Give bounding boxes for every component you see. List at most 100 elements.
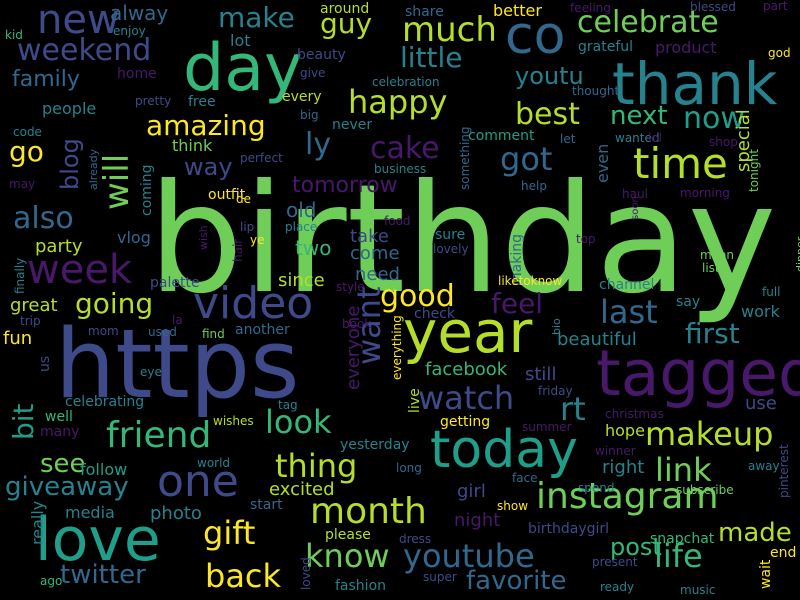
word-now: now xyxy=(683,101,745,136)
word-ly: ly xyxy=(305,127,332,162)
word-need: need xyxy=(355,264,400,285)
word-well: well xyxy=(45,409,73,425)
word-even: even xyxy=(593,143,612,183)
word-subscribe: subscribe xyxy=(676,483,734,497)
word-video: video xyxy=(193,278,314,329)
word-outfit: outfit xyxy=(208,187,246,203)
word-old: old xyxy=(286,198,317,222)
word-today: today xyxy=(430,420,578,480)
word-party: party xyxy=(35,236,83,257)
word-palette: palette xyxy=(150,275,200,291)
word-cake: cake xyxy=(370,131,440,166)
word-code: code xyxy=(13,125,42,139)
word-start: start xyxy=(250,497,283,513)
word-new: new xyxy=(37,0,120,43)
word-liketoknow: liketoknow xyxy=(498,274,563,288)
word-next: next xyxy=(610,101,668,131)
word-know: know xyxy=(305,537,390,575)
word-friend: friend xyxy=(106,415,212,456)
word-night: night xyxy=(454,510,501,531)
word-snapchat: snapchat xyxy=(650,531,715,547)
word-ye: ye xyxy=(250,233,265,247)
word-feel: feel xyxy=(491,287,544,320)
word-hope: hope xyxy=(605,421,645,440)
word-week: week xyxy=(27,247,133,293)
word-hair: hair xyxy=(231,238,245,262)
word-lip: lip xyxy=(240,220,255,234)
word-music: music xyxy=(680,583,716,597)
word-sure: sure xyxy=(435,227,466,243)
word-guy: guy xyxy=(320,7,373,40)
word-co: co xyxy=(505,6,566,66)
word-still: still xyxy=(525,364,557,385)
word-celebration: celebration xyxy=(372,75,440,89)
word-pretty: pretty xyxy=(135,94,172,108)
word-pinterest: pinterest xyxy=(777,444,791,498)
word-month: month xyxy=(310,491,427,532)
word-ready: ready xyxy=(600,580,635,594)
word-make: make xyxy=(218,1,295,34)
word-morning: morning xyxy=(680,186,730,200)
word-birthday: birthday xyxy=(148,153,777,327)
word-makeup: makeup xyxy=(645,415,774,453)
word-wanted: wanted xyxy=(615,131,660,145)
word-eye: eye xyxy=(140,365,162,379)
word-coming: coming xyxy=(139,164,155,216)
word-lot: lot xyxy=(230,31,251,50)
word-check: check xyxy=(414,306,455,322)
word-shop: shop xyxy=(709,135,738,149)
word-photo: photo xyxy=(150,503,202,524)
word-take: take xyxy=(350,226,389,247)
word-time: time xyxy=(633,139,728,188)
word-last: last xyxy=(600,293,658,331)
word-weekend: weekend xyxy=(17,33,152,68)
word-please: please xyxy=(325,527,371,543)
word-birthdaygirl: birthdaygirl xyxy=(528,521,610,537)
word-wait: wait xyxy=(758,559,774,589)
word-got: got xyxy=(500,140,553,178)
word-loved: loved xyxy=(299,557,313,590)
word-life: life xyxy=(654,537,703,575)
word-gift: gift xyxy=(203,514,256,552)
word-mean: mean xyxy=(700,248,735,262)
word-food: food xyxy=(384,214,411,228)
word-finally: finally xyxy=(13,257,27,294)
word-watch: watch xyxy=(418,379,515,417)
word-people: people xyxy=(42,99,97,118)
word-world: world xyxy=(197,456,231,470)
word-much: much xyxy=(402,10,497,50)
word-youtu: youtu xyxy=(515,62,584,90)
word-blog: blog xyxy=(56,138,84,190)
word-really: really xyxy=(28,500,47,545)
word-wish: wish xyxy=(197,225,210,250)
word-going: going xyxy=(75,287,154,320)
word-channel: channel xyxy=(599,277,655,293)
word-spend: spend xyxy=(578,481,615,495)
word-link: link xyxy=(655,451,712,489)
word-family: family xyxy=(12,67,80,92)
word-haul: haul xyxy=(622,187,648,201)
word-year: year xyxy=(403,298,533,366)
word-give: give xyxy=(300,66,326,80)
word-big: big xyxy=(300,108,319,122)
word-dress: dress xyxy=(399,532,432,546)
word-tomorrow: tomorrow xyxy=(292,173,398,198)
word-lol: lol xyxy=(648,131,663,145)
word-facebook: facebook xyxy=(425,359,508,380)
word-good: good xyxy=(380,279,455,314)
word-many: many xyxy=(40,424,80,440)
word-two: two xyxy=(295,236,332,260)
word-alway: alway xyxy=(110,1,169,25)
word-trip: trip xyxy=(20,314,41,328)
word-feeling: feeling xyxy=(570,1,611,15)
word-product: product xyxy=(655,38,717,57)
word-grateful: grateful xyxy=(578,39,634,55)
word-way: way xyxy=(184,153,233,181)
word-part: part xyxy=(763,0,788,13)
word-already: already xyxy=(87,148,100,190)
word-may: may xyxy=(9,177,36,191)
word-thing: thing xyxy=(275,447,358,485)
word-comment: comment xyxy=(468,128,535,144)
word-first: first xyxy=(685,317,740,350)
word-also: also xyxy=(13,201,74,236)
